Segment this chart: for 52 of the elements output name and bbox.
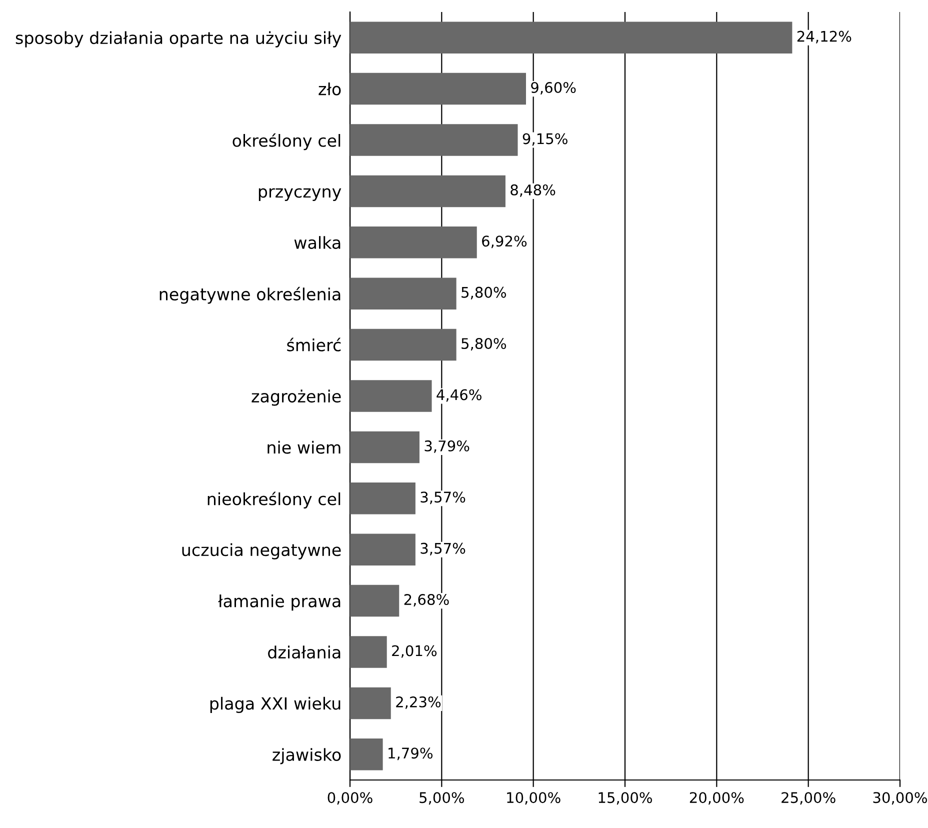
y-tick-label: walka: [294, 236, 340, 249]
x-tick-label: 25,00%: [782, 792, 836, 805]
data-label: 9,15%: [522, 133, 568, 146]
bar: [350, 431, 420, 464]
data-label: 1,79%: [388, 748, 433, 760]
data-label: 9,60%: [531, 82, 576, 95]
bar: [350, 72, 526, 105]
y-tick-label: zjawisko: [272, 748, 341, 764]
data-label: 3,79%: [424, 440, 470, 453]
y-tick-label: nie wiem: [268, 440, 340, 454]
data-label: 3,57%: [420, 492, 466, 504]
bar: [350, 380, 432, 412]
y-tick-label: działania: [268, 646, 340, 659]
bar: [350, 226, 477, 258]
data-label: 2,68%: [404, 594, 449, 607]
x-tick-label: 5,00%: [420, 792, 464, 805]
data-label: 2,01%: [392, 645, 437, 658]
x-tick-label: 15,00%: [598, 792, 652, 805]
y-tick-label: zagrożenie: [252, 390, 341, 406]
bar: [350, 482, 416, 514]
y-tick-label: przyczyny: [258, 188, 342, 201]
data-label: 5,80%: [462, 286, 506, 300]
x-tick-label: 10,00%: [507, 792, 560, 805]
data-label: 8,48%: [510, 184, 556, 197]
data-label: 5,80%: [462, 338, 506, 351]
bar: [350, 534, 416, 566]
x-tick-label: 0,00%: [328, 792, 372, 805]
data-label: 2,23%: [396, 696, 441, 709]
bar: [350, 124, 518, 156]
y-tick-label: plaga XXI wieku: [210, 696, 340, 713]
y-tick-label: łamanie prawa: [218, 594, 340, 611]
data-label: 4,46%: [436, 389, 482, 402]
x-tick-label: 30,00%: [873, 792, 927, 805]
data-label: 6,92%: [482, 236, 527, 248]
y-tick-label: uczucia negatywne: [182, 543, 341, 560]
bar: [350, 22, 792, 54]
data-label: 24,12%: [797, 30, 852, 44]
y-tick-label: nieokreślony cel: [208, 492, 340, 509]
y-tick-label: określony cel: [232, 133, 340, 150]
bar: [350, 687, 391, 720]
y-tick-label: zło: [318, 82, 341, 96]
bar: [350, 278, 456, 310]
y-tick-label: śmierć: [287, 338, 341, 352]
bar: [350, 738, 383, 770]
bar: [350, 636, 387, 668]
y-tick-label: negatywne określenia: [160, 286, 340, 304]
bar: [350, 328, 456, 361]
bar: [350, 584, 400, 617]
y-tick-label: sposoby działania oparte na użyciu siły: [16, 31, 342, 48]
data-label: 3,57%: [420, 542, 466, 556]
bar: [350, 175, 506, 208]
x-tick-label: 20,00%: [690, 792, 744, 805]
